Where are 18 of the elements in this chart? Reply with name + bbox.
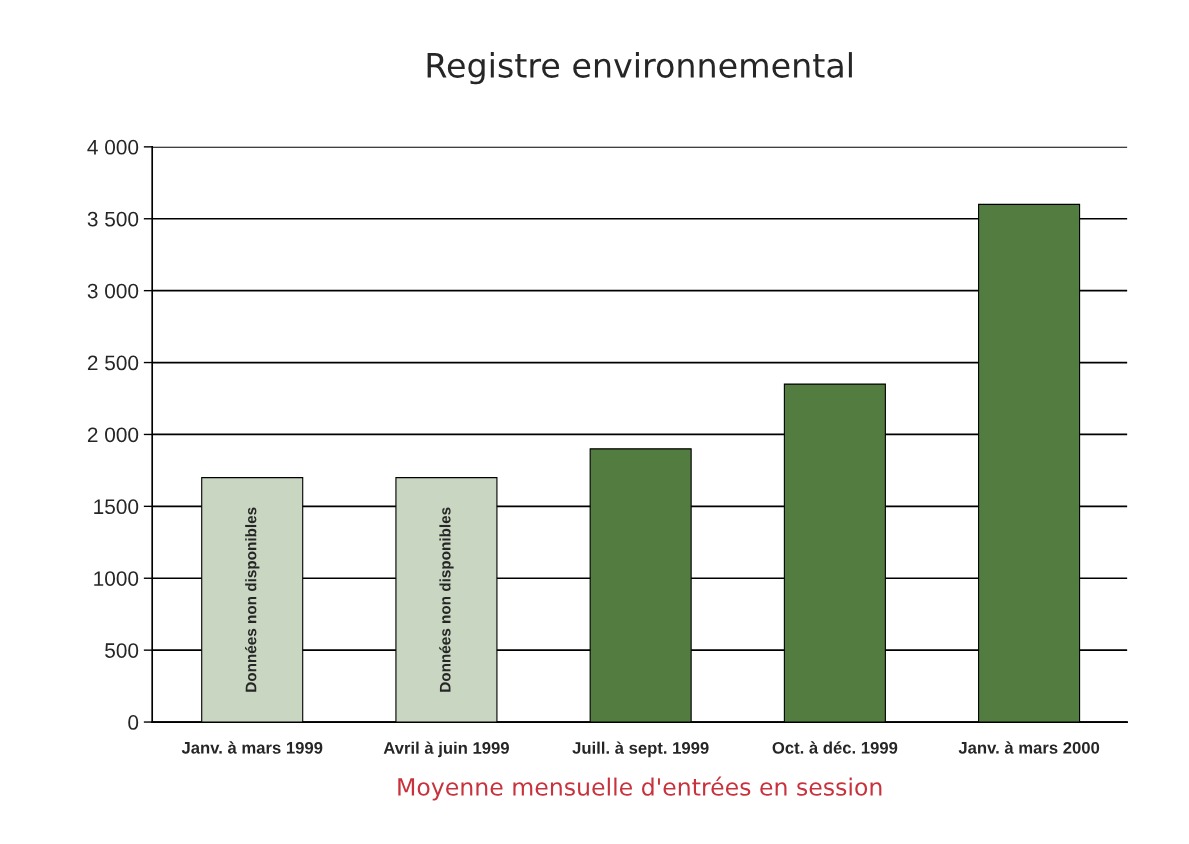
x-tick-label: Juill. à sept. 1999 [572,741,709,758]
y-tick-label: 500 [105,643,139,658]
x-tick-label: Janv. à mars 2000 [958,741,1100,754]
x-tick-label: Oct. à déc. 1999 [772,741,898,754]
y-tick-label: 1000 [94,571,139,586]
y-tick-label: 0 [128,715,139,730]
y-tick-label: 4 000 [87,139,139,155]
y-tick-label: 3 000 [87,283,139,299]
x-tick-label: Avril à juin 1999 [383,741,509,758]
y-tick-label: 3 500 [87,211,139,227]
x-tick-label: Janv. à mars 1999 [181,741,323,754]
chart-title: Registre environnemental [427,52,852,85]
y-tick-label: 2 000 [87,427,139,443]
annotation: Données non disponibles [245,507,260,692]
x-axis-title: Moyenne mensuelle d'entrées en session [398,776,882,801]
y-tick-label: 2 500 [87,355,139,371]
annotation: Données non disponibles [439,507,454,692]
y-tick-label: 1500 [94,499,139,515]
